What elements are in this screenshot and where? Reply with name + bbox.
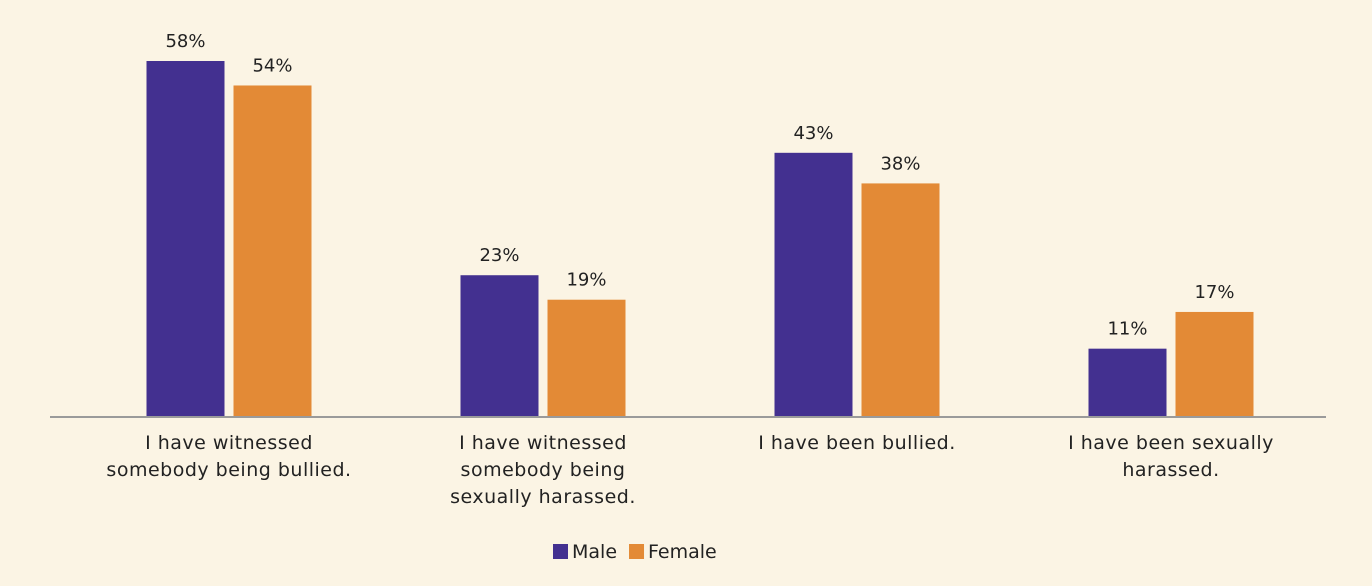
bar [146,61,225,416]
x-tick-label: I have witnessed somebody being bullied. [106,432,352,481]
value-label: 11% [1107,319,1147,340]
value-label: 23% [479,245,519,266]
value-label: 43% [793,123,833,144]
value-label: 19% [566,270,606,291]
value-label: 17% [1194,282,1234,303]
x-tick-label: I have witnessed somebody being sexually… [450,432,636,508]
legend-label: Male [572,541,617,563]
bar [774,152,853,416]
value-label: 58% [165,31,205,52]
legend-swatch [553,544,568,559]
bar [547,299,626,416]
bar [861,183,940,416]
legend-label: Female [648,541,717,563]
value-label: 38% [880,153,920,174]
value-label: 54% [252,55,292,76]
x-tick-label: I have been sexually harassed. [1068,432,1274,481]
legend-swatch [629,544,645,559]
bar [233,85,312,416]
x-tick-label: I have been bullied. [758,432,956,454]
bar [1088,348,1167,416]
bar [460,275,539,416]
bar [1175,311,1254,416]
